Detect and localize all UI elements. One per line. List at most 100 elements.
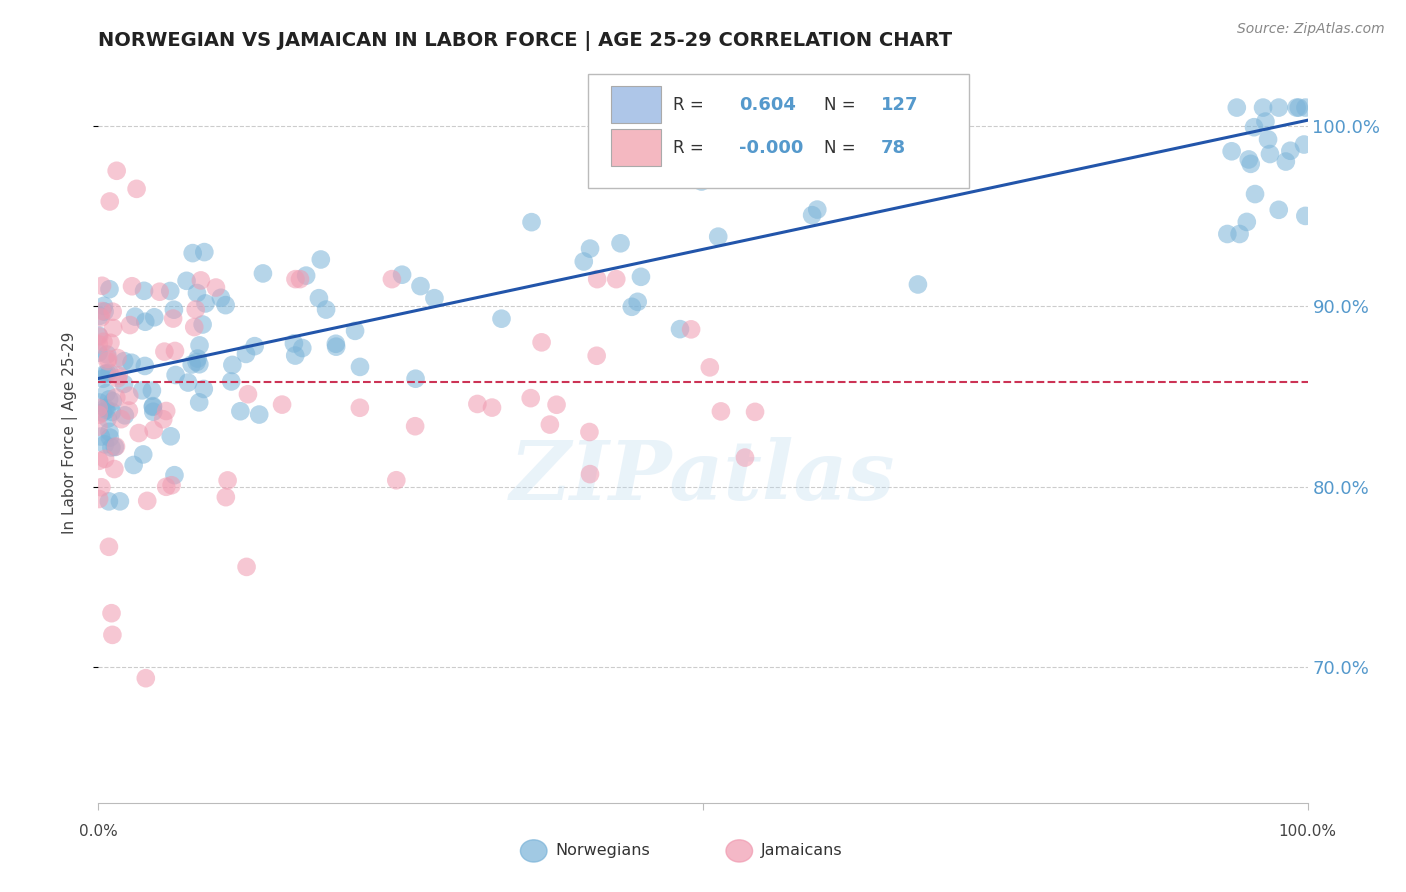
Point xyxy=(1294,209,1316,223)
Point xyxy=(87,491,110,506)
Point xyxy=(190,273,212,287)
Point xyxy=(101,304,124,318)
Point xyxy=(546,398,568,412)
Point xyxy=(98,392,121,407)
Point xyxy=(243,339,266,353)
Point xyxy=(744,405,766,419)
Point xyxy=(142,423,165,437)
Point xyxy=(114,409,136,423)
Point xyxy=(96,402,118,417)
Point xyxy=(159,284,181,298)
Point xyxy=(214,298,236,312)
Point xyxy=(152,412,174,426)
Point xyxy=(193,382,215,396)
Point xyxy=(100,606,122,620)
Point xyxy=(105,163,128,178)
Point xyxy=(141,384,163,398)
Point xyxy=(194,296,217,310)
Point xyxy=(104,440,127,454)
Point xyxy=(142,405,165,419)
Point xyxy=(288,272,311,286)
Point xyxy=(98,425,121,439)
Point xyxy=(404,419,426,434)
Point xyxy=(89,329,111,343)
Point xyxy=(97,540,120,554)
Point xyxy=(349,401,371,415)
Point xyxy=(163,468,186,483)
Point xyxy=(727,171,749,186)
Point xyxy=(155,480,177,494)
Point xyxy=(187,351,209,366)
Point xyxy=(1279,144,1302,158)
Point xyxy=(801,208,824,222)
Text: R =: R = xyxy=(672,95,703,113)
Point xyxy=(609,236,631,251)
Point xyxy=(1243,120,1265,135)
Point xyxy=(162,311,184,326)
Point xyxy=(423,291,446,305)
Point xyxy=(96,347,118,361)
Point xyxy=(163,343,186,358)
Point xyxy=(118,389,141,403)
Point xyxy=(121,356,143,370)
Point xyxy=(97,494,120,508)
Point xyxy=(252,267,274,281)
Point xyxy=(699,360,721,375)
Point xyxy=(188,395,211,409)
Text: ZIPatlas: ZIPatlas xyxy=(510,437,896,517)
Point xyxy=(325,340,347,354)
Point xyxy=(1244,187,1267,202)
Point xyxy=(93,334,115,349)
Point xyxy=(315,302,337,317)
Point xyxy=(153,344,176,359)
Point xyxy=(630,269,652,284)
Point xyxy=(125,182,148,196)
Point xyxy=(90,310,112,325)
Point xyxy=(530,335,553,350)
Point xyxy=(291,341,314,355)
Point xyxy=(89,395,111,409)
Point xyxy=(183,320,205,334)
Point xyxy=(101,394,124,409)
Point xyxy=(381,272,404,286)
Point xyxy=(135,671,157,685)
Point xyxy=(579,467,602,482)
Point xyxy=(236,387,259,401)
Point xyxy=(308,291,330,305)
FancyBboxPatch shape xyxy=(588,73,969,188)
Point xyxy=(118,318,141,332)
Point xyxy=(93,304,115,318)
Point xyxy=(96,386,118,401)
Point xyxy=(191,318,214,332)
Point xyxy=(907,277,929,292)
Point xyxy=(94,451,117,466)
Text: 127: 127 xyxy=(880,95,918,113)
Point xyxy=(121,279,143,293)
Point xyxy=(142,400,165,414)
Point xyxy=(94,367,117,381)
Point xyxy=(94,437,117,451)
Point xyxy=(1267,202,1289,217)
Point xyxy=(869,153,891,168)
Point xyxy=(217,474,239,488)
Point xyxy=(143,310,166,325)
Point xyxy=(149,285,172,299)
Point xyxy=(1237,153,1260,167)
Point xyxy=(98,282,121,296)
Point xyxy=(1220,145,1243,159)
Text: 100.0%: 100.0% xyxy=(1278,824,1337,839)
Point xyxy=(159,429,181,443)
Point xyxy=(284,349,307,363)
Point xyxy=(94,401,117,415)
Text: N =: N = xyxy=(824,138,855,157)
Point xyxy=(87,328,110,343)
Point xyxy=(101,321,124,335)
Point xyxy=(107,351,129,365)
Point xyxy=(349,359,371,374)
Point xyxy=(579,242,602,256)
Point xyxy=(98,431,121,445)
Point xyxy=(405,372,427,386)
Point xyxy=(101,628,124,642)
Point xyxy=(209,291,232,305)
Point xyxy=(132,447,155,461)
